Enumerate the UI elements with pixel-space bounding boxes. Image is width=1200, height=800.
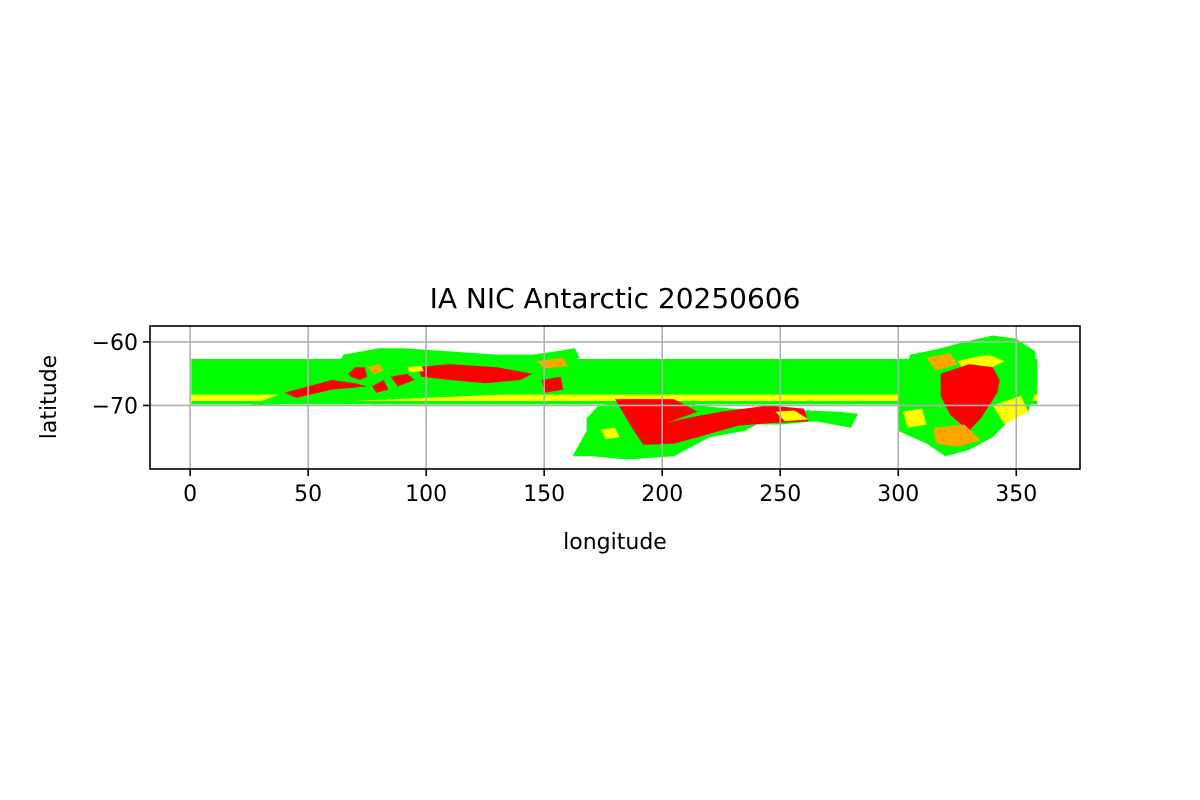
ice-region-red bbox=[633, 405, 809, 445]
x-axis: 0 50 100 150 200 250 300 350 bbox=[183, 469, 1037, 507]
ice-region-orange bbox=[926, 353, 958, 371]
y-axis-label: latitude bbox=[37, 355, 62, 439]
x-tick-label: 200 bbox=[641, 482, 683, 507]
ice-region-yellow bbox=[600, 427, 620, 440]
ice-region-orange bbox=[933, 424, 981, 447]
chart-title: IA NIC Antarctic 20250606 bbox=[430, 282, 801, 315]
grid bbox=[150, 326, 1080, 469]
ice-region-red bbox=[390, 373, 415, 387]
x-tick-label: 0 bbox=[183, 482, 197, 507]
ice-region-yellow bbox=[903, 408, 927, 428]
y-tick-label: −60 bbox=[92, 331, 138, 356]
x-tick-label: 300 bbox=[877, 482, 919, 507]
ice-region-orange bbox=[367, 364, 384, 374]
ice-region-yellow bbox=[992, 395, 1029, 425]
ice-region-yellow bbox=[775, 410, 809, 422]
plot-frame bbox=[149, 325, 1081, 470]
x-tick-label: 250 bbox=[759, 482, 801, 507]
ice-region-red bbox=[371, 380, 389, 393]
ice-region-green bbox=[249, 348, 580, 406]
y-axis: −60 −70 bbox=[92, 331, 150, 419]
ice-region-red bbox=[940, 364, 1000, 431]
y-tick-label: −70 bbox=[92, 394, 138, 419]
ice-region-red bbox=[615, 399, 698, 431]
ice-region-red bbox=[541, 376, 564, 393]
x-tick-label: 100 bbox=[405, 482, 447, 507]
x-tick-label: 350 bbox=[995, 482, 1037, 507]
ice-region-red bbox=[348, 367, 368, 380]
ice-region-red bbox=[416, 364, 533, 384]
ice-region-yellow bbox=[407, 366, 424, 373]
x-tick-label: 150 bbox=[523, 482, 565, 507]
ice-region-red bbox=[284, 380, 368, 398]
x-axis-label: longitude bbox=[563, 530, 667, 555]
x-tick-label: 50 bbox=[294, 482, 322, 507]
